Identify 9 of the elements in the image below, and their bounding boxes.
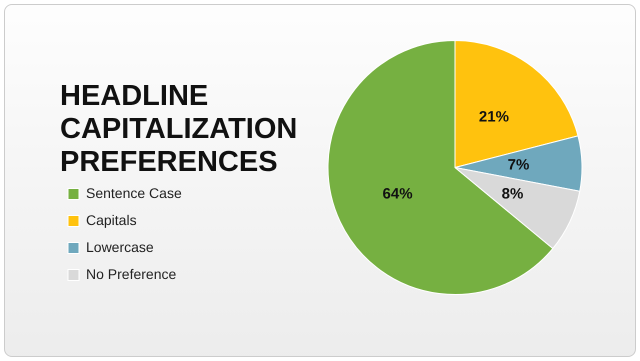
data-label: 7% [508,156,530,174]
legend-label: No Preference [86,266,176,282]
legend-label: Capitals [86,212,137,228]
data-label: 8% [502,186,524,203]
legend-label: Lowercase [86,238,154,255]
data-label: 21% [478,108,509,126]
legend-label: Sentence Case [86,184,182,201]
text: HEADLINE CAPITALIZATION PREFERENCES [60,80,298,179]
data-label: 64% [382,186,413,203]
